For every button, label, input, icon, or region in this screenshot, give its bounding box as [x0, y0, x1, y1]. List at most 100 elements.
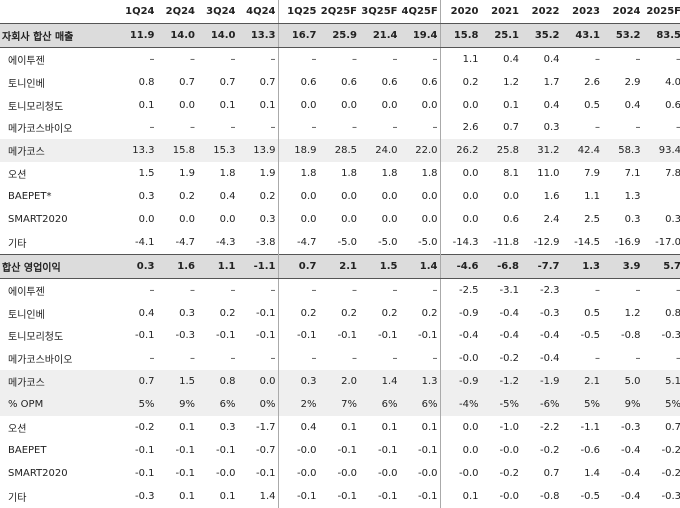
table-cell: 0.0 [359, 185, 400, 208]
table-cell: -1.7 [238, 416, 279, 439]
table-cell: 0.6 [319, 71, 360, 94]
table-cell: -0.1 [157, 439, 198, 462]
table-cell: 0.4 [278, 416, 319, 439]
table-cell: – [562, 347, 603, 370]
table-cell: 0.0 [157, 208, 198, 231]
table-cell: -0.8 [521, 485, 562, 508]
table-cell: – [359, 278, 400, 301]
table-cell: -7.7 [521, 254, 562, 278]
table-cell: – [643, 116, 680, 139]
header-cell: 3Q24 [197, 0, 238, 23]
table-cell: -11.8 [481, 231, 522, 254]
table-cell: – [278, 116, 319, 139]
table-cell: 0.0 [440, 162, 481, 185]
header-cell: 2020 [440, 0, 481, 23]
table-cell: -0.4 [481, 302, 522, 325]
table-cell: -0.3 [643, 485, 680, 508]
table-row: 에이투젠––––––––-2.5-3.1-2.3––– [0, 278, 680, 301]
table-cell: -0.2 [481, 347, 522, 370]
table-cell: -14.5 [562, 231, 603, 254]
table-cell: 1.4 [562, 462, 603, 485]
table-cell: -0.8 [602, 324, 643, 347]
table-cell: – [319, 347, 360, 370]
table-cell: – [157, 278, 198, 301]
table-cell: -0.1 [278, 485, 319, 508]
table-cell: -0.7 [238, 439, 279, 462]
header-cell: 1Q25 [278, 0, 319, 23]
table-cell: -0.1 [197, 324, 238, 347]
table-cell: 0.3 [238, 208, 279, 231]
table-cell: – [116, 47, 157, 70]
table-cell: – [602, 116, 643, 139]
table-cell: -0.1 [359, 324, 400, 347]
table-cell: -0.9 [440, 302, 481, 325]
table-cell: 0.2 [238, 185, 279, 208]
table-cell: 1.5 [359, 254, 400, 278]
table-cell: 14.0 [157, 23, 198, 47]
table-cell: -0.1 [238, 302, 279, 325]
table-cell: -0.1 [278, 324, 319, 347]
table-row: 에이투젠––––––––1.10.40.4––– [0, 47, 680, 70]
row-label: SMART2020 [0, 208, 116, 231]
table-cell: 2.0 [319, 370, 360, 393]
table-cell: 25.8 [481, 139, 522, 162]
row-label: % OPM [0, 393, 116, 416]
table-cell: 0.2 [359, 302, 400, 325]
table-cell: -2.5 [440, 278, 481, 301]
table-cell: 0.1 [440, 485, 481, 508]
table-cell: 0.2 [400, 302, 441, 325]
table-cell: – [238, 47, 279, 70]
header-cell: 4Q25F [400, 0, 441, 23]
table-cell: 2% [278, 393, 319, 416]
table-cell: 1.2 [602, 302, 643, 325]
table-cell: 0.1 [197, 94, 238, 117]
table-cell: -0.4 [602, 485, 643, 508]
table-cell: -0.0 [278, 439, 319, 462]
table-cell: 0.0 [278, 185, 319, 208]
table-cell: 0.0 [319, 94, 360, 117]
table-cell: – [562, 47, 603, 70]
row-label: SMART2020 [0, 462, 116, 485]
table-cell: – [278, 47, 319, 70]
table-cell: -2.3 [521, 278, 562, 301]
table-cell: -0.2 [116, 416, 157, 439]
table-cell: – [400, 278, 441, 301]
table-cell: – [562, 278, 603, 301]
table-cell: 0.3 [643, 208, 680, 231]
table-cell: 22.0 [400, 139, 441, 162]
table-cell: 1.3 [400, 370, 441, 393]
header-cell: 2022 [521, 0, 562, 23]
table-cell: 1.3 [602, 185, 643, 208]
row-label: 자회사 합산 매출 [0, 23, 116, 47]
table-cell: -0.9 [440, 370, 481, 393]
table-cell: 1.8 [278, 162, 319, 185]
table-cell: -12.9 [521, 231, 562, 254]
table-cell: 0.2 [278, 302, 319, 325]
table-cell: 9% [602, 393, 643, 416]
table-cell: – [278, 278, 319, 301]
table-cell: 28.5 [319, 139, 360, 162]
table-cell: -0.1 [400, 324, 441, 347]
table-cell: -0.3 [643, 324, 680, 347]
table-cell: 0.0 [481, 185, 522, 208]
table-cell: 0.3 [521, 116, 562, 139]
table-cell: 1.9 [157, 162, 198, 185]
table-cell: -0.1 [359, 439, 400, 462]
table-cell: -0.1 [116, 439, 157, 462]
table-cell: 11.0 [521, 162, 562, 185]
table-cell: – [359, 347, 400, 370]
table-cell: -0.2 [481, 462, 522, 485]
table-cell: 0.0 [116, 208, 157, 231]
table-cell: 0.1 [157, 416, 198, 439]
table-cell: 0.1 [359, 416, 400, 439]
table-cell: 5.7 [643, 254, 680, 278]
table-cell: 0.3 [278, 370, 319, 393]
table-cell: 7.9 [562, 162, 603, 185]
table-cell: – [238, 278, 279, 301]
table-cell: 0.7 [238, 71, 279, 94]
table-cell: 35.2 [521, 23, 562, 47]
table-cell: -0.0 [440, 347, 481, 370]
